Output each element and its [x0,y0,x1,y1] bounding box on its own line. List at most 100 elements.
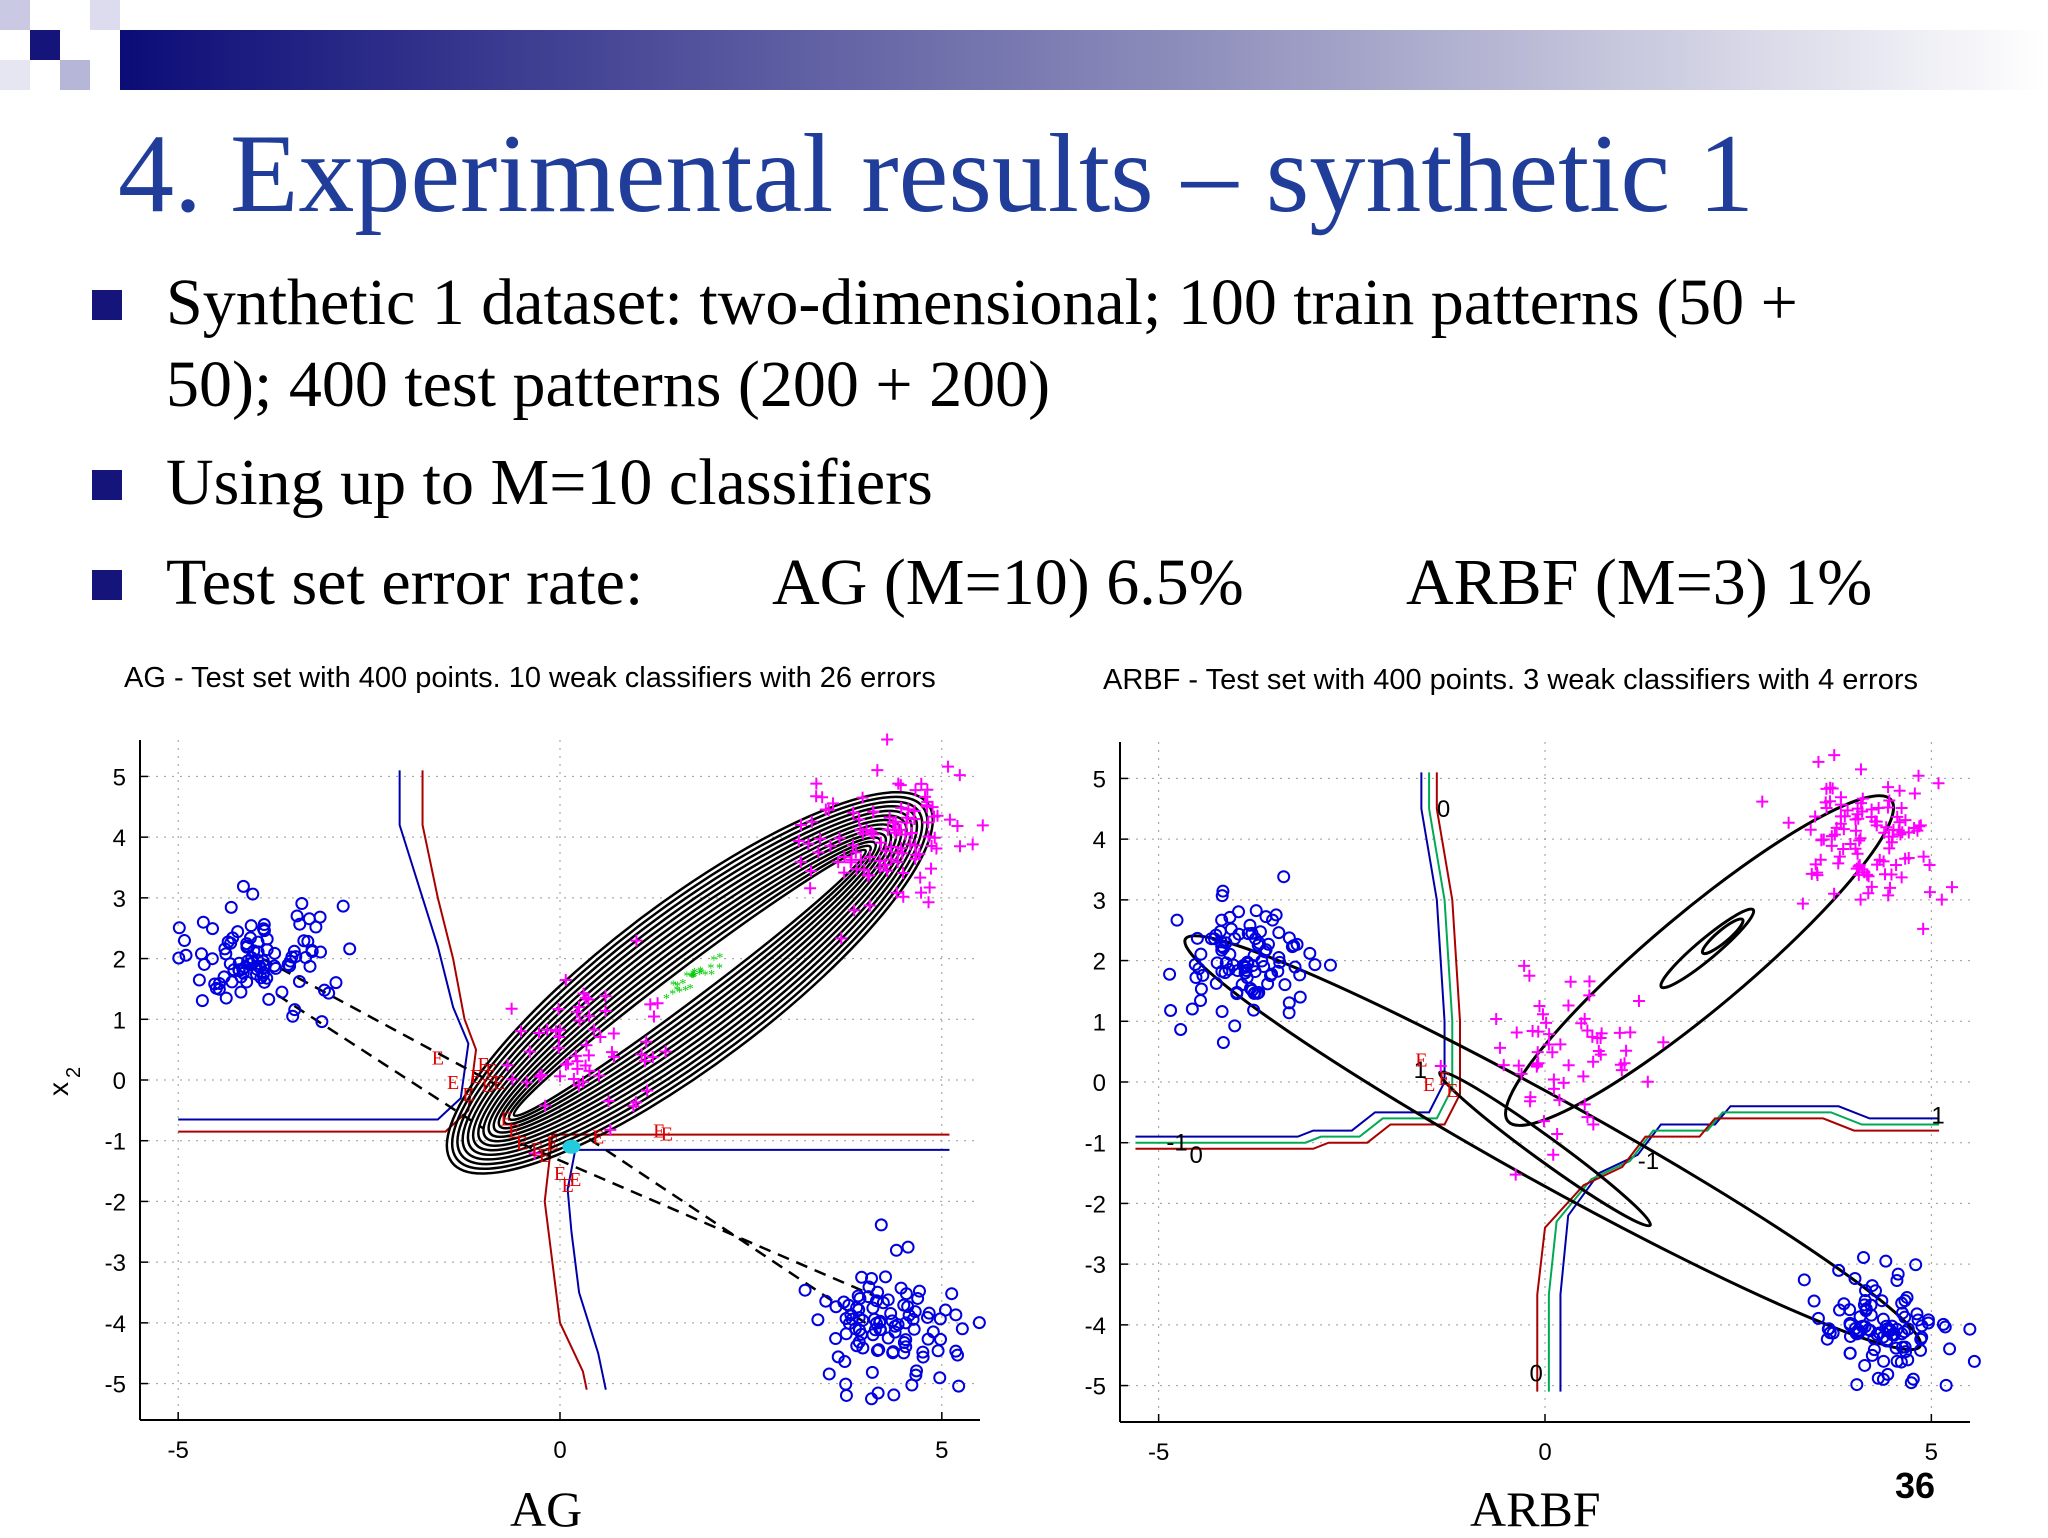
class-1-point [177,934,191,948]
decision-boundary [1135,772,1446,1138]
class-2-point [1861,868,1874,881]
class-2-point [554,1070,567,1083]
class-2-point [927,810,940,823]
class-2-point [846,839,859,852]
class-1-point [1185,1002,1199,1016]
green-point: * [702,968,709,983]
class-2-point [1935,893,1948,906]
class-1-point [1293,968,1307,982]
class-1-point [1939,1378,1953,1392]
green-point: * [716,962,723,977]
class-2-point [1551,1127,1564,1140]
class-2-point [1587,1055,1600,1068]
class-1-point [1239,960,1253,974]
class-1-point [343,942,357,956]
class-1-point [881,1331,895,1345]
class-1-point [866,1301,880,1315]
error-point: E [447,1072,459,1094]
class-2-point [1526,1025,1539,1038]
x-tick-label: 5 [935,1437,948,1460]
class-1-point [268,946,282,960]
class-2-point [833,832,846,845]
class-2-point [1614,1058,1627,1071]
y-tick-label: -5 [105,1372,126,1399]
class-2-point [604,1123,617,1136]
class-1-point [1872,1326,1886,1340]
class-2-point [1533,1000,1546,1013]
class-2-point [1891,810,1904,823]
green-point: * [691,966,698,981]
y-tick-label: 2 [113,947,126,974]
error-point: E [546,1133,558,1155]
class-2-point [887,816,900,829]
class-2-point [1577,1070,1590,1083]
class-2-point [897,867,910,880]
class-2-point [1854,893,1867,906]
class-2-point [1852,860,1865,873]
class-1-point [949,1344,963,1358]
class-1-point [906,1312,920,1326]
class-2-point [1837,842,1850,855]
class-2-point [810,790,823,803]
class-2-point [976,819,989,832]
class-1-point [302,912,316,926]
contour-label: 0 [1530,1360,1543,1387]
ag-error-rate: AG (M=10) 6.5% [772,546,1244,619]
class-2-point [1515,1067,1528,1080]
class-1-point [336,899,350,913]
class-2-point [1756,795,1769,808]
class-1-point [262,992,276,1006]
class-1-point [1848,1271,1862,1285]
class-2-point [599,990,612,1003]
class-1-point [1215,939,1229,953]
class-2-point [850,863,863,876]
class-2-point [922,830,935,843]
class-1-point [267,959,281,973]
contour-ellipse [1659,907,1756,990]
class-1-point [912,1284,926,1298]
green-point: * [687,982,694,997]
green-point: * [691,970,698,985]
class-1-point [286,1009,300,1023]
y-tick-label: 5 [1093,766,1106,793]
class-2-point [885,853,898,866]
class-2-point [1796,897,1809,910]
class-1-point [1246,959,1260,973]
class-1-point [798,1283,812,1297]
y-tick-label: -1 [1085,1131,1106,1158]
class-1-point [931,1344,945,1358]
class-1-point [1910,1307,1924,1321]
class-2-point [583,1010,596,1023]
contour-label: 1 [1931,1102,1944,1129]
class-2-point [902,803,915,816]
error-point: E [462,1084,474,1106]
class-2-point [627,1100,640,1113]
class-1-point [933,1371,947,1385]
class-1-point [1278,978,1292,992]
class-1-point [219,991,233,1005]
class-2-point [1542,1038,1555,1051]
class-1-point [839,1377,853,1391]
class-1-point [1850,1378,1864,1392]
class-1-point [829,1332,843,1346]
class-1-point [1248,932,1262,946]
class-1-point [916,1350,930,1364]
y-tick-label: 1 [1093,1009,1106,1036]
class-2-point [1908,787,1921,800]
class-2-point [1510,1026,1523,1039]
class-2-point [1899,814,1912,827]
y-tick-label: -3 [1085,1252,1106,1279]
class-2-point [594,1030,607,1043]
class-1-point [871,1386,885,1400]
class-2-point [1518,959,1531,972]
class-2-point [1578,1098,1591,1111]
class-1-point [288,1003,302,1017]
class-1-point [1871,1371,1885,1385]
class-1-point [1190,931,1204,945]
class-2-point [915,886,928,899]
class-1-point [874,1218,888,1232]
class-2-point [528,1147,541,1160]
class-1-point [1308,958,1322,972]
class-2-point [895,801,908,814]
decision-boundary [1547,1111,1940,1392]
